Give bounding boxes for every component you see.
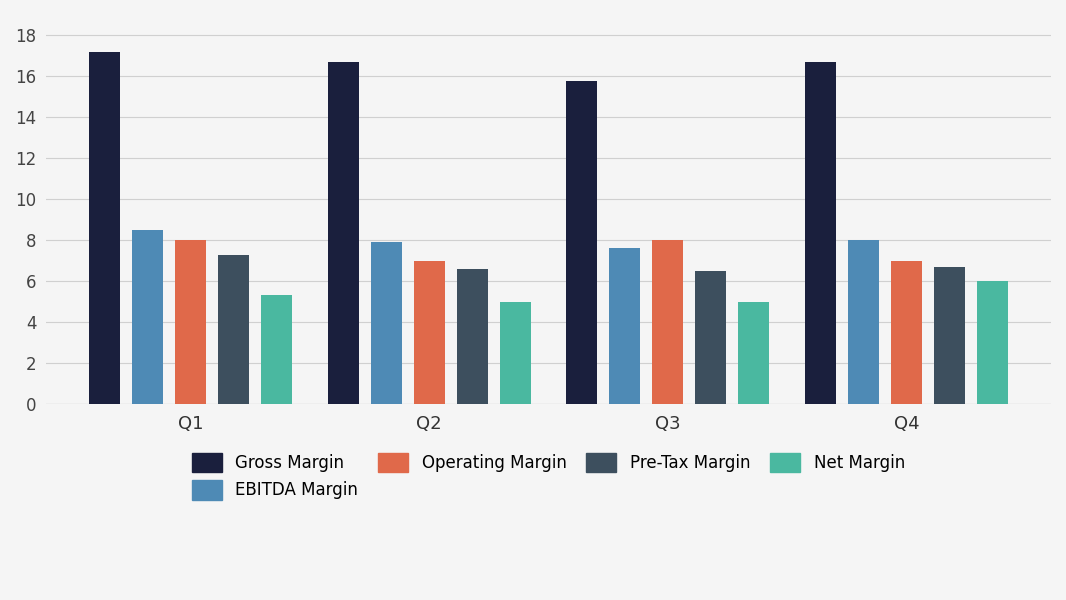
Bar <box>739 302 770 404</box>
Bar <box>132 230 163 404</box>
Bar <box>88 52 120 404</box>
Legend: Gross Margin, EBITDA Margin, Operating Margin, Pre-Tax Margin, Net Margin: Gross Margin, EBITDA Margin, Operating M… <box>187 448 910 505</box>
Bar <box>327 62 358 404</box>
Bar <box>934 267 965 404</box>
Bar <box>217 254 248 404</box>
Bar <box>414 260 445 404</box>
Bar <box>805 62 836 404</box>
Bar <box>456 269 487 404</box>
Bar <box>371 242 402 404</box>
Bar <box>175 240 206 404</box>
Bar <box>849 240 879 404</box>
Bar <box>652 240 683 404</box>
Bar <box>978 281 1008 404</box>
Bar <box>610 248 641 404</box>
Bar <box>261 295 292 404</box>
Bar <box>695 271 726 404</box>
Bar <box>566 80 597 404</box>
Bar <box>891 260 922 404</box>
Bar <box>500 302 531 404</box>
